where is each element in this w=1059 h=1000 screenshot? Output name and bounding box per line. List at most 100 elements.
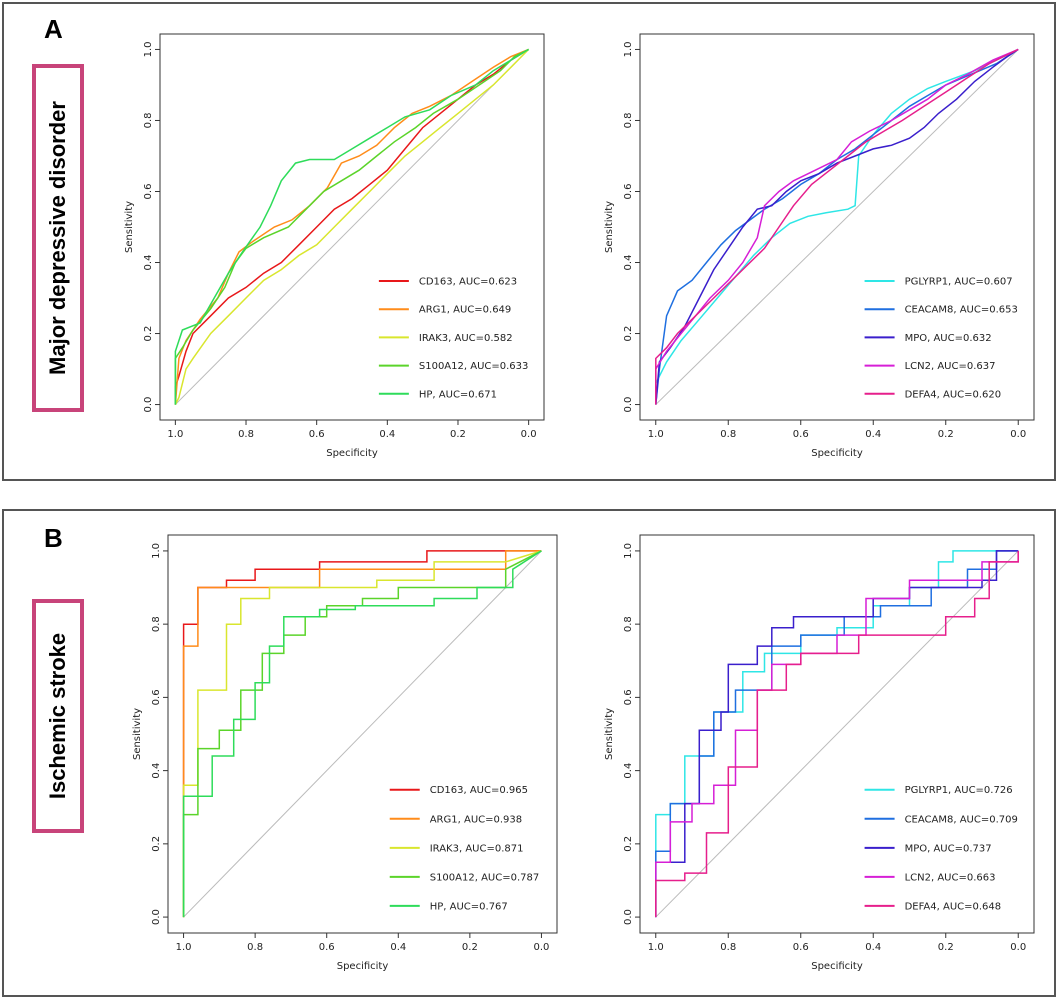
plot-frame bbox=[159, 33, 545, 421]
x-tick-label: 0.0 bbox=[1010, 429, 1026, 440]
legend-label-defa4: DEFA4, AUC=0.648 bbox=[905, 901, 1002, 912]
roc-chart-mdd-left: 1.0 0.8 0.6 0.4 0.2 0.0 0.0 0.2 0.4 0.6 0.8 1.0 Spec… bbox=[124, 33, 545, 459]
legend-label-hp: HP, AUC=0.671 bbox=[419, 389, 497, 400]
x-tick-label: 1.0 bbox=[648, 429, 664, 440]
roc-curve-defa4 bbox=[655, 550, 1019, 918]
legend-label-lcn2: LCN2, AUC=0.663 bbox=[905, 872, 996, 883]
legend-label-defa4: DEFA4, AUC=0.620 bbox=[905, 389, 1002, 400]
panel-b-condition-box: Ischemic stroke bbox=[32, 599, 84, 833]
y-tick-label: 0.0 bbox=[143, 397, 154, 413]
diagonal-reference-line bbox=[655, 550, 1019, 918]
panel-b-condition-label: Ischemic stroke bbox=[45, 632, 70, 800]
y-tick-label: 1.0 bbox=[623, 543, 634, 559]
x-tick-label: 0.4 bbox=[865, 429, 881, 440]
roc-curve-pglyrp1 bbox=[655, 48, 1019, 405]
y-tick-label: 0.6 bbox=[623, 184, 634, 200]
y-tick-label: 0.2 bbox=[623, 836, 634, 852]
legend-label-mpo: MPO, AUC=0.632 bbox=[905, 333, 992, 344]
legend-label-ceacam8: CEACAM8, AUC=0.653 bbox=[905, 305, 1018, 316]
legend-label-cd163: CD163, AUC=0.965 bbox=[430, 785, 528, 796]
x-tick-label: 0.4 bbox=[379, 429, 395, 440]
x-tick-label: 0.2 bbox=[450, 429, 466, 440]
panel-b-letter: B bbox=[44, 523, 63, 553]
y-tick-label: 0.4 bbox=[623, 763, 634, 779]
y-axis-label: Sensitivity bbox=[604, 708, 615, 760]
x-tick-label: 0.6 bbox=[319, 942, 335, 953]
x-tick-label: 0.2 bbox=[462, 942, 478, 953]
y-tick-label: 0.8 bbox=[623, 113, 634, 129]
x-tick-label: 0.8 bbox=[720, 942, 736, 953]
y-tick-label: 0.4 bbox=[143, 255, 154, 271]
x-tick-label: 0.0 bbox=[533, 942, 549, 953]
y-tick-label: 0.6 bbox=[623, 689, 634, 705]
y-tick-label: 1.0 bbox=[623, 41, 634, 57]
y-tick-label: 0.2 bbox=[623, 326, 634, 342]
panel-a-condition-label: Major depressive disorder bbox=[45, 101, 70, 375]
diagonal-reference-line bbox=[175, 49, 529, 405]
legend-label-arg1: ARG1, AUC=0.938 bbox=[430, 814, 522, 825]
legend-label-ceacam8: CEACAM8, AUC=0.709 bbox=[905, 814, 1018, 825]
y-tick-label: 0.8 bbox=[143, 113, 154, 129]
y-axis-label: Sensitivity bbox=[132, 708, 143, 760]
y-tick-label: 0.0 bbox=[623, 397, 634, 413]
legend-label-s100a12: S100A12, AUC=0.633 bbox=[419, 361, 529, 372]
legend-label-s100a12: S100A12, AUC=0.787 bbox=[430, 872, 540, 883]
roc-curve-defa4 bbox=[655, 48, 1019, 405]
panel-a: A Major depressive disorder 1.0 0.8 0.6 0.4… bbox=[2, 2, 1056, 481]
y-tick-label: 0.8 bbox=[623, 616, 634, 632]
panel-a-condition-box: Major depressive disorder bbox=[32, 64, 84, 412]
roc-curve-hp bbox=[182, 550, 542, 918]
y-tick-label: 0.4 bbox=[151, 763, 162, 779]
x-tick-label: 0.8 bbox=[247, 942, 263, 953]
y-tick-label: 0.0 bbox=[151, 909, 162, 925]
y-tick-label: 0.0 bbox=[623, 909, 634, 925]
x-tick-label: 1.0 bbox=[648, 942, 664, 953]
diagonal-reference-line bbox=[183, 550, 542, 918]
x-tick-label: 0.6 bbox=[309, 429, 325, 440]
x-tick-label: 0.4 bbox=[865, 942, 881, 953]
roc-curve-lcn2 bbox=[655, 48, 1019, 405]
plot-frame bbox=[167, 534, 558, 934]
x-tick-label: 0.0 bbox=[521, 429, 537, 440]
y-axis-label: Sensitivity bbox=[604, 201, 615, 253]
x-tick-label: 1.0 bbox=[167, 429, 183, 440]
legend-label-arg1: ARG1, AUC=0.649 bbox=[419, 305, 511, 316]
roc-curve-hp bbox=[174, 48, 529, 405]
x-axis-label: Specificity bbox=[337, 961, 389, 972]
diagonal-reference-line bbox=[655, 49, 1019, 405]
roc-chart-stroke-right: 1.0 0.8 0.6 0.4 0.2 0.0 0.0 0.2 0.4 0.6 0.8 1.0 Spec… bbox=[604, 534, 1035, 972]
x-axis-label: Specificity bbox=[811, 448, 863, 459]
roc-chart-stroke-left: 1.0 0.8 0.6 0.4 0.2 0.0 0.0 0.2 0.4 0.6 0.8 1.0 Spec… bbox=[132, 534, 558, 972]
roc-curve-irak3 bbox=[174, 48, 530, 405]
y-tick-label: 0.6 bbox=[143, 184, 154, 200]
plot-frame bbox=[639, 33, 1035, 421]
y-tick-label: 0.4 bbox=[623, 255, 634, 271]
panel-a-letter: A bbox=[44, 14, 63, 44]
legend-label-cd163: CD163, AUC=0.623 bbox=[419, 277, 517, 288]
x-tick-label: 0.6 bbox=[793, 942, 809, 953]
panel-b: B Ischemic stroke 1.0 0.8 0.6 0.4 0.2 0.0 0.0 0… bbox=[2, 509, 1056, 997]
y-tick-label: 0.8 bbox=[151, 616, 162, 632]
y-tick-label: 1.0 bbox=[143, 41, 154, 57]
x-tick-label: 0.8 bbox=[720, 429, 736, 440]
legend-label-mpo: MPO, AUC=0.737 bbox=[905, 843, 992, 854]
y-tick-label: 0.2 bbox=[151, 836, 162, 852]
x-tick-label: 0.8 bbox=[238, 429, 254, 440]
roc-curve-ceacam8 bbox=[655, 48, 1019, 405]
legend-label-irak3: IRAK3, AUC=0.871 bbox=[430, 843, 524, 854]
legend-label-pglyrp1: PGLYRP1, AUC=0.726 bbox=[905, 785, 1013, 796]
legend-label-pglyrp1: PGLYRP1, AUC=0.607 bbox=[905, 277, 1013, 288]
x-tick-label: 0.0 bbox=[1010, 942, 1026, 953]
roc-chart-mdd-right: 1.0 0.8 0.6 0.4 0.2 0.0 0.0 0.2 0.4 0.6 0.8 1.0 Spec… bbox=[604, 33, 1035, 459]
plot-frame bbox=[639, 534, 1035, 934]
y-tick-label: 0.2 bbox=[143, 326, 154, 342]
x-tick-label: 0.2 bbox=[938, 429, 954, 440]
legend-label-lcn2: LCN2, AUC=0.637 bbox=[905, 361, 996, 372]
legend-label-irak3: IRAK3, AUC=0.582 bbox=[419, 333, 513, 344]
legend-label-hp: HP, AUC=0.767 bbox=[430, 901, 508, 912]
y-tick-label: 1.0 bbox=[151, 543, 162, 559]
x-tick-label: 1.0 bbox=[176, 942, 192, 953]
x-tick-label: 0.2 bbox=[938, 942, 954, 953]
x-axis-label: Specificity bbox=[811, 961, 863, 972]
y-tick-label: 0.6 bbox=[151, 689, 162, 705]
